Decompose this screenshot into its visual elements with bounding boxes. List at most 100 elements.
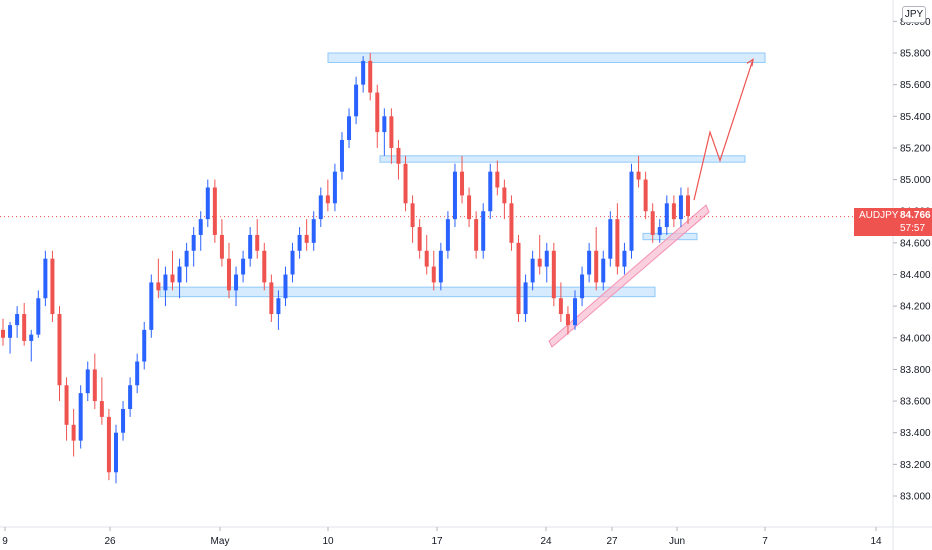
candle-body bbox=[262, 250, 267, 283]
candle-body bbox=[573, 298, 578, 326]
y-tick-label: 83.800 bbox=[900, 365, 931, 376]
price-tag-value: 84.766 bbox=[900, 210, 931, 221]
zone-resistance-top bbox=[327, 52, 766, 63]
x-tick-label: 14 bbox=[870, 536, 882, 547]
x-tick-label: 9 bbox=[2, 536, 8, 547]
y-tick-label: 83.000 bbox=[900, 492, 931, 503]
candle-body bbox=[128, 385, 133, 409]
candle-body bbox=[191, 234, 196, 251]
candle-body bbox=[671, 203, 676, 220]
candle-body bbox=[304, 234, 309, 243]
price-tag-countdown: 57:57 bbox=[900, 223, 926, 234]
candle-body bbox=[29, 334, 34, 341]
candle-body bbox=[664, 203, 669, 228]
candle-body bbox=[460, 171, 465, 196]
candle-body bbox=[368, 60, 373, 93]
candle-body bbox=[594, 250, 599, 283]
candle-body bbox=[601, 258, 606, 283]
y-tick-label: 85.400 bbox=[900, 112, 931, 123]
candle-body bbox=[142, 329, 147, 362]
candle-body bbox=[43, 258, 48, 299]
candle-body bbox=[587, 250, 592, 275]
candle-body bbox=[530, 258, 535, 283]
candle-body bbox=[219, 234, 224, 259]
candle-body bbox=[452, 171, 457, 220]
x-tick-label: Jun bbox=[669, 536, 685, 547]
candle-body bbox=[71, 424, 76, 441]
candle-body bbox=[488, 171, 493, 212]
candle-body bbox=[354, 84, 359, 117]
x-tick-label: 17 bbox=[431, 536, 443, 547]
y-tick-label: 83.400 bbox=[900, 428, 931, 439]
candle-body bbox=[622, 250, 627, 267]
candle-body bbox=[375, 92, 380, 133]
candle-body bbox=[205, 187, 210, 220]
currency-label[interactable]: JPY bbox=[902, 6, 926, 23]
x-tick-label: 24 bbox=[540, 536, 552, 547]
candle-body bbox=[339, 140, 344, 172]
candle-body bbox=[580, 274, 585, 299]
y-tick-label: 83.200 bbox=[900, 460, 931, 471]
candle-body bbox=[417, 227, 422, 251]
y-tick-label: 85.200 bbox=[900, 143, 931, 154]
candle-body bbox=[318, 195, 323, 220]
candle-body bbox=[608, 219, 613, 259]
y-tick-label: 85.800 bbox=[900, 49, 931, 60]
candle-body bbox=[92, 369, 97, 402]
candle-body bbox=[438, 250, 443, 283]
zone-resistance-mid bbox=[379, 155, 746, 163]
candle-body bbox=[156, 282, 161, 291]
candle-body bbox=[276, 298, 281, 315]
candle-body bbox=[361, 60, 366, 85]
candle-body bbox=[410, 203, 415, 228]
candle-body bbox=[495, 171, 500, 188]
x-tick-label: May bbox=[211, 536, 230, 547]
uptrend-line bbox=[548, 204, 710, 348]
projection-path bbox=[693, 59, 754, 201]
y-tick-label: 84.200 bbox=[900, 302, 931, 313]
price-tag-symbol: AUDJPY bbox=[859, 210, 899, 221]
x-tick-label: 27 bbox=[606, 536, 618, 547]
candle-body bbox=[135, 361, 140, 386]
candle-body bbox=[643, 179, 648, 212]
candle-body bbox=[650, 211, 655, 235]
candle-body bbox=[248, 234, 253, 259]
y-tick-label: 85.000 bbox=[900, 175, 931, 186]
x-tick-label: 26 bbox=[104, 536, 116, 547]
candle-body bbox=[657, 227, 662, 235]
candle-body bbox=[686, 195, 690, 216]
y-tick-label: 84.000 bbox=[900, 333, 931, 344]
candle-body bbox=[325, 195, 330, 204]
candle-body bbox=[467, 195, 472, 220]
candle-body bbox=[22, 314, 27, 341]
candle-body bbox=[332, 171, 337, 204]
y-tick-label: 84.400 bbox=[900, 270, 931, 281]
candle-body bbox=[565, 314, 570, 326]
candle-body bbox=[311, 219, 316, 243]
candle-body bbox=[431, 266, 436, 283]
candle-body bbox=[212, 187, 217, 235]
candle-body bbox=[551, 250, 556, 299]
y-tick-label: 85.600 bbox=[900, 80, 931, 91]
x-tick-label: 7 bbox=[762, 536, 768, 547]
y-tick-label: 84.600 bbox=[900, 238, 931, 249]
candle-body bbox=[8, 325, 13, 338]
candle-body bbox=[615, 219, 620, 267]
candle-body bbox=[636, 171, 641, 180]
candle-body bbox=[50, 258, 55, 315]
candle-body bbox=[184, 250, 189, 267]
candle-body bbox=[36, 298, 41, 335]
candle-body bbox=[149, 282, 154, 330]
candle-body bbox=[403, 163, 408, 204]
candle-body bbox=[64, 385, 69, 425]
candle-body bbox=[297, 234, 302, 251]
candle-body bbox=[99, 401, 104, 417]
candle-body bbox=[57, 314, 62, 386]
candle-body bbox=[424, 250, 429, 267]
candle-body bbox=[113, 432, 118, 473]
candle-body bbox=[502, 187, 507, 204]
candle-body bbox=[283, 274, 288, 299]
candle-body bbox=[523, 282, 528, 315]
